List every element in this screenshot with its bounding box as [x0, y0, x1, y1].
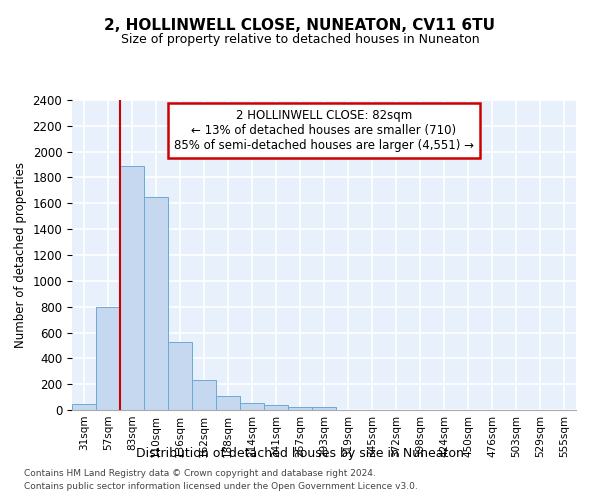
- Bar: [120, 166, 144, 410]
- Text: 2, HOLLINWELL CLOSE, NUNEATON, CV11 6TU: 2, HOLLINWELL CLOSE, NUNEATON, CV11 6TU: [104, 18, 496, 32]
- Bar: [264, 406, 288, 410]
- Bar: [144, 197, 168, 410]
- Bar: [192, 380, 216, 410]
- Text: Distribution of detached houses by size in Nuneaton: Distribution of detached houses by size …: [136, 448, 464, 460]
- Bar: [96, 306, 120, 410]
- Bar: [312, 408, 336, 410]
- Text: Contains public sector information licensed under the Open Government Licence v3: Contains public sector information licen…: [24, 482, 418, 491]
- Bar: [168, 342, 192, 410]
- Bar: [240, 403, 264, 410]
- Bar: [72, 404, 96, 410]
- Bar: [216, 396, 240, 410]
- Y-axis label: Number of detached properties: Number of detached properties: [14, 162, 27, 348]
- Bar: [288, 408, 312, 410]
- Text: Size of property relative to detached houses in Nuneaton: Size of property relative to detached ho…: [121, 32, 479, 46]
- Text: Contains HM Land Registry data © Crown copyright and database right 2024.: Contains HM Land Registry data © Crown c…: [24, 468, 376, 477]
- Text: 2 HOLLINWELL CLOSE: 82sqm
← 13% of detached houses are smaller (710)
85% of semi: 2 HOLLINWELL CLOSE: 82sqm ← 13% of detac…: [174, 110, 474, 152]
